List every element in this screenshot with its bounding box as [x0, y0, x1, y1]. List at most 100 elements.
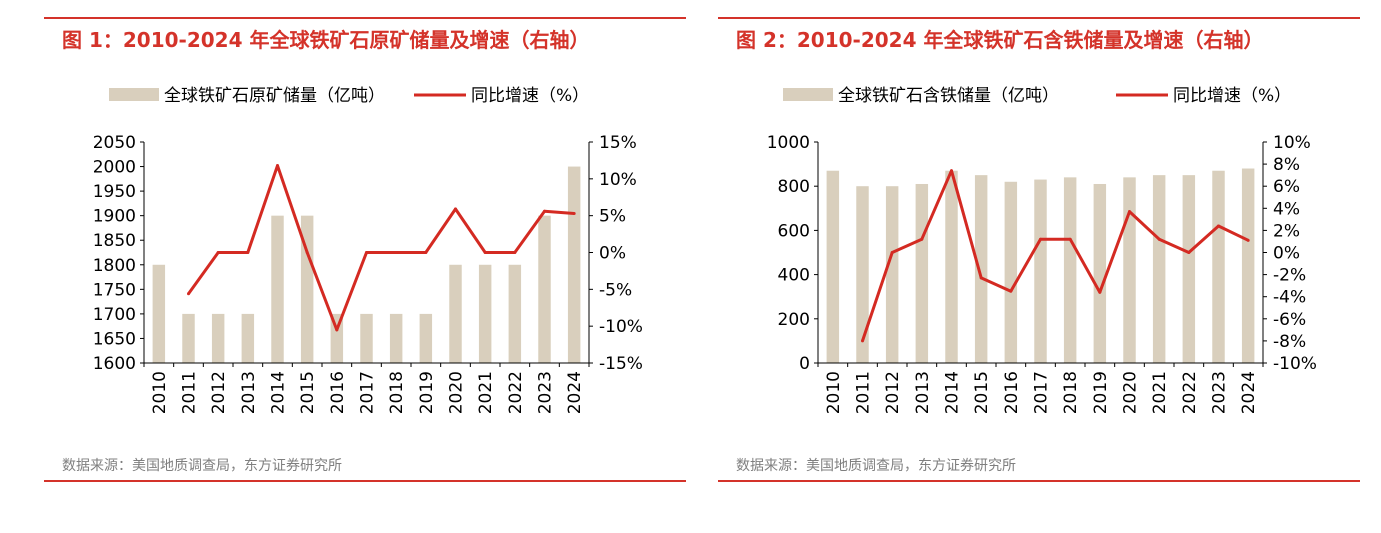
y-right-tick-label: 10% [1273, 133, 1311, 153]
x-tick-label: 2016 [328, 371, 348, 414]
y-left-tick-label: 1750 [93, 280, 136, 300]
line-point [1217, 224, 1220, 228]
title-rule [718, 17, 1360, 19]
x-tick-label: 2017 [1032, 371, 1052, 414]
x-tick-label: 2016 [1002, 371, 1022, 414]
legend-swatch-bar [109, 88, 159, 101]
x-tick-label: 2019 [1091, 371, 1111, 414]
x-tick-label: 2010 [150, 371, 170, 414]
line-point [335, 328, 339, 332]
line-point [890, 251, 894, 254]
chart-title: 图 1：2010-2024 年全球铁矿石原矿储量及增速（右轴） [62, 28, 590, 52]
x-tick-label: 2012 [883, 371, 903, 414]
y-left-tick-label: 1700 [93, 305, 136, 325]
y-left-tick-label: 2050 [93, 133, 136, 153]
line-point [1187, 251, 1191, 254]
chart-panel-2: 图 2：2010-2024 年全球铁矿石含铁储量及增速（右轴） 全球铁矿石含铁储… [718, 0, 1360, 533]
bar-mark [478, 264, 492, 363]
y-left-tick-label: 1850 [93, 231, 136, 251]
line-point [483, 251, 487, 254]
y-right-tick-label: -5% [599, 280, 632, 300]
y-right-tick-label: 0% [599, 244, 626, 264]
line-point [424, 251, 428, 254]
bar-mark [389, 313, 403, 363]
x-tick-label: 2012 [209, 371, 229, 414]
y-left-tick-label: 1650 [93, 329, 136, 349]
line-point [979, 276, 983, 280]
bottom-rule [44, 480, 686, 482]
line-point [246, 251, 250, 254]
bar-mark [1241, 168, 1255, 363]
y-right-tick-label: 2% [1273, 221, 1300, 241]
line-point [394, 251, 398, 254]
x-tick-label: 2015 [298, 371, 318, 414]
y-right-tick-label: -10% [599, 317, 643, 337]
x-tick-label: 2021 [476, 371, 496, 414]
bar-mark [360, 313, 373, 363]
y-right-tick-label: 5% [599, 207, 626, 227]
bar-mark [826, 170, 840, 363]
x-tick-label: 2017 [358, 371, 378, 414]
y-right-tick-label: 15% [599, 133, 637, 153]
y-right-tick-label: -8% [1273, 332, 1306, 352]
y-left-tick-label: 2000 [93, 158, 136, 178]
legend-label-line: 同比增速（%） [471, 86, 589, 106]
bar-mark [538, 215, 551, 363]
bar-mark [856, 186, 869, 363]
x-tick-label: 2015 [972, 371, 992, 414]
line-point [1246, 238, 1250, 242]
y-left-tick-label: 1900 [93, 207, 136, 227]
x-tick-label: 2020 [447, 371, 467, 414]
bar-mark [330, 313, 344, 363]
y-left-tick-label: 1000 [767, 133, 810, 153]
y-right-tick-label: 6% [1273, 177, 1300, 197]
title-rule [44, 17, 686, 19]
bar-mark [241, 313, 255, 363]
line-point [572, 211, 576, 215]
source-note: 数据来源：美国地质调查局，东方证券研究所 [736, 458, 1016, 474]
line-point [454, 207, 457, 211]
legend-swatch-bar [783, 88, 833, 101]
y-left-tick-label: 1600 [93, 354, 136, 374]
line-point [920, 237, 924, 241]
bar-mark [1182, 175, 1196, 363]
y-right-tick-label: -2% [1273, 266, 1306, 286]
bottom-rule [718, 480, 1360, 482]
x-tick-label: 2013 [913, 371, 933, 414]
x-tick-label: 2020 [1121, 371, 1141, 414]
bar-mark [915, 183, 929, 363]
x-tick-label: 2011 [854, 371, 874, 414]
x-tick-label: 2010 [824, 371, 844, 414]
bar-mark [1004, 181, 1018, 363]
bar-mark [1063, 177, 1077, 363]
legend-label-bar: 全球铁矿石原矿储量（亿吨） [164, 86, 385, 106]
y-right-tick-label: -6% [1273, 310, 1306, 330]
chart-plot: 全球铁矿石原矿储量（亿吨） 同比增速（%） 1600 1650 1700 1750 1800… [93, 86, 643, 414]
x-tick-label: 2014 [943, 371, 963, 414]
y-right-tick-label: 0% [1273, 244, 1300, 264]
bar-mark [885, 186, 899, 363]
y-left-tick-label: 600 [778, 221, 810, 241]
x-tick-label: 2011 [180, 371, 200, 414]
line-point [1009, 289, 1013, 293]
bar-mark [974, 175, 988, 363]
line-point [187, 292, 190, 296]
line-point [513, 251, 517, 254]
x-tick-label: 2019 [417, 371, 437, 414]
x-tick-label: 2024 [565, 371, 585, 414]
line-point [1128, 210, 1131, 214]
line-point [305, 251, 309, 254]
x-tick-label: 2023 [1210, 371, 1230, 414]
y-left-tick-label: 800 [778, 177, 810, 197]
bar-mark [508, 264, 522, 363]
y-left-tick-label: 400 [778, 266, 810, 286]
bar-mark [152, 264, 166, 363]
y-right-tick-label: -15% [599, 354, 643, 374]
bar-mark [945, 170, 958, 363]
legend-label-bar: 全球铁矿石含铁储量（亿吨） [838, 86, 1059, 106]
bar-mark [1212, 170, 1225, 363]
y-right-tick-label: -10% [1273, 354, 1317, 374]
line-point [950, 169, 953, 173]
bar-mark [300, 215, 314, 363]
x-tick-label: 2024 [1239, 371, 1259, 414]
